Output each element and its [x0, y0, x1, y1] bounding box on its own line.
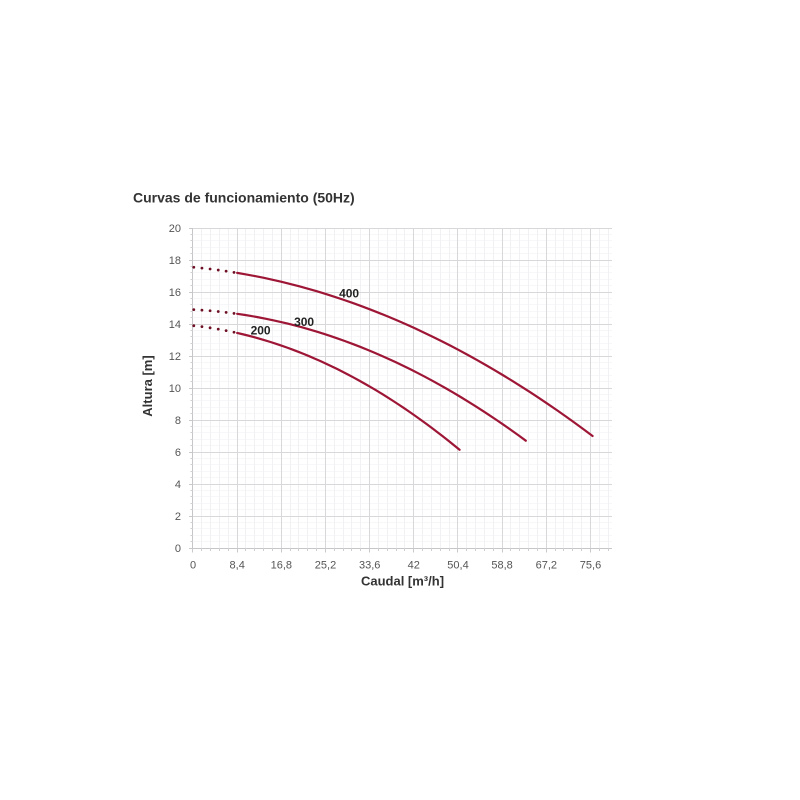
svg-text:4: 4	[175, 479, 181, 491]
svg-text:42: 42	[408, 559, 420, 571]
svg-text:12: 12	[169, 351, 181, 363]
svg-text:25,2: 25,2	[315, 559, 336, 571]
svg-text:18: 18	[169, 255, 181, 267]
svg-text:2: 2	[175, 511, 181, 523]
svg-text:Curvas de funcionamiento (50Hz: Curvas de funcionamiento (50Hz)	[133, 190, 355, 206]
svg-text:8: 8	[175, 415, 181, 427]
svg-text:50,4: 50,4	[447, 559, 468, 571]
svg-text:300: 300	[294, 315, 314, 329]
svg-text:16,8: 16,8	[271, 559, 292, 571]
svg-text:6: 6	[175, 447, 181, 459]
svg-text:75,6: 75,6	[580, 559, 601, 571]
svg-text:33,6: 33,6	[359, 559, 380, 571]
svg-text:16: 16	[169, 287, 181, 299]
svg-text:0: 0	[190, 559, 196, 571]
svg-text:67,2: 67,2	[536, 559, 557, 571]
svg-text:400: 400	[339, 286, 359, 300]
svg-text:20: 20	[169, 223, 181, 235]
svg-text:14: 14	[169, 319, 181, 331]
svg-text:10: 10	[169, 383, 181, 395]
svg-text:Altura [m]: Altura [m]	[140, 355, 155, 416]
svg-text:8,4: 8,4	[230, 559, 245, 571]
svg-text:Caudal [m³/h]: Caudal [m³/h]	[361, 574, 444, 589]
svg-text:200: 200	[251, 324, 271, 338]
svg-text:58,8: 58,8	[491, 559, 512, 571]
svg-text:0: 0	[175, 543, 181, 555]
